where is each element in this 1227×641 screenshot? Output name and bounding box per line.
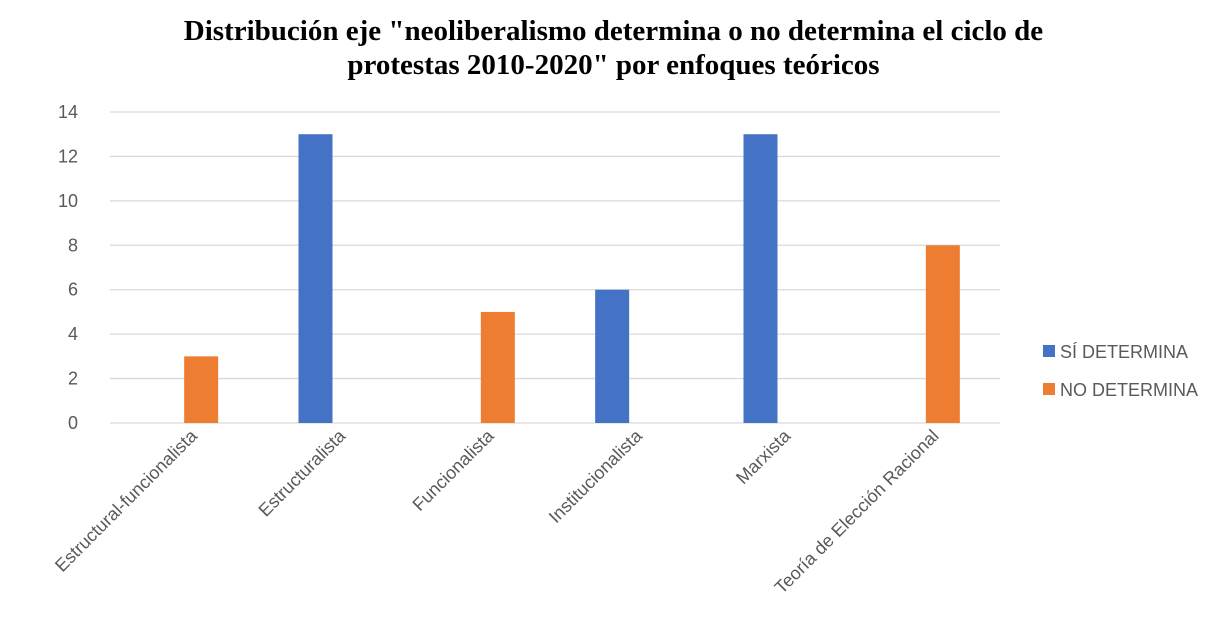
category-label: Estructuralista <box>255 425 350 520</box>
y-tick-label: 14 <box>58 102 78 122</box>
y-tick-label: 4 <box>68 324 78 344</box>
chart-title-line-2: protestas 2010-2020" por enfoques teóric… <box>347 49 880 81</box>
legend-label: NO DETERMINA <box>1060 380 1198 400</box>
y-tick-label: 2 <box>68 369 78 389</box>
y-tick-label: 10 <box>58 191 78 211</box>
category-label: Marxista <box>732 425 795 488</box>
legend-swatch <box>1043 345 1055 357</box>
bar <box>480 311 515 423</box>
category-label: Institucionalista <box>545 425 647 527</box>
bar <box>925 245 960 423</box>
legend-swatch <box>1043 383 1055 395</box>
legend-label: SÍ DETERMINA <box>1060 342 1188 362</box>
y-tick-label: 6 <box>68 280 78 300</box>
chart-title: Distribución eje "neoliberalismo determi… <box>0 14 1227 82</box>
y-tick-label: 12 <box>58 146 78 166</box>
bar <box>184 356 219 423</box>
category-label: Estructural-funcionalista <box>51 425 202 576</box>
category-label: Funcionalista <box>409 425 499 515</box>
bar <box>298 134 333 423</box>
bar <box>743 134 778 423</box>
y-tick-label: 0 <box>68 413 78 433</box>
bar <box>595 289 630 423</box>
chart-title-line-1: Distribución eje "neoliberalismo determi… <box>183 15 1044 47</box>
category-label: Teoría de Elección Racional <box>771 426 943 598</box>
y-tick-label: 8 <box>68 235 78 255</box>
